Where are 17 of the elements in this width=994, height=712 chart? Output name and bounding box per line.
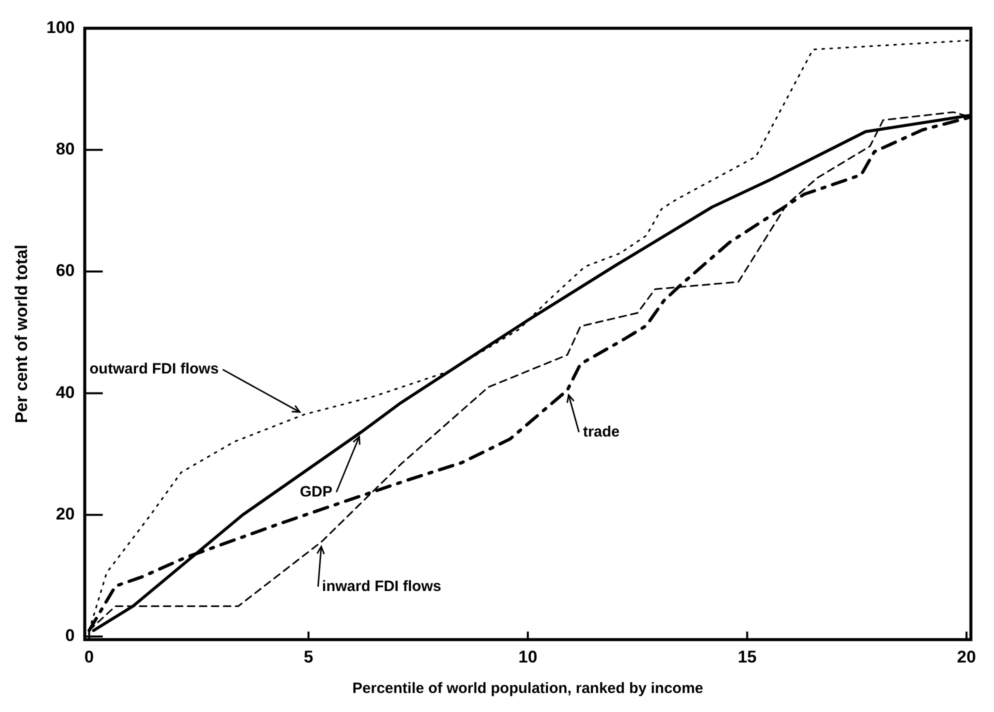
series-label: inward FDI flows [322,578,442,595]
y-tick-label: 80 [56,140,75,159]
x-tick-label: 5 [304,647,314,666]
y-tick-label: 0 [65,626,75,646]
x-tick-label: 10 [518,647,538,666]
y-tick-label: 100 [46,18,75,37]
text: trade [582,423,620,440]
x-tick-label: 15 [738,647,757,666]
series-label: GDP [300,483,332,500]
y-tick-label: 20 [56,504,75,524]
x-tick-label: 20 [957,647,976,666]
y-axis-title: Per cent of world total [12,244,31,424]
y-tick-label: 40 [56,382,75,402]
y-tick-label: 60 [56,261,75,280]
x-axis-title: Percentile of world population, ranked by income [352,680,704,698]
text: outward FDI flows [90,360,219,378]
x-tick-label: 0 [84,647,94,666]
